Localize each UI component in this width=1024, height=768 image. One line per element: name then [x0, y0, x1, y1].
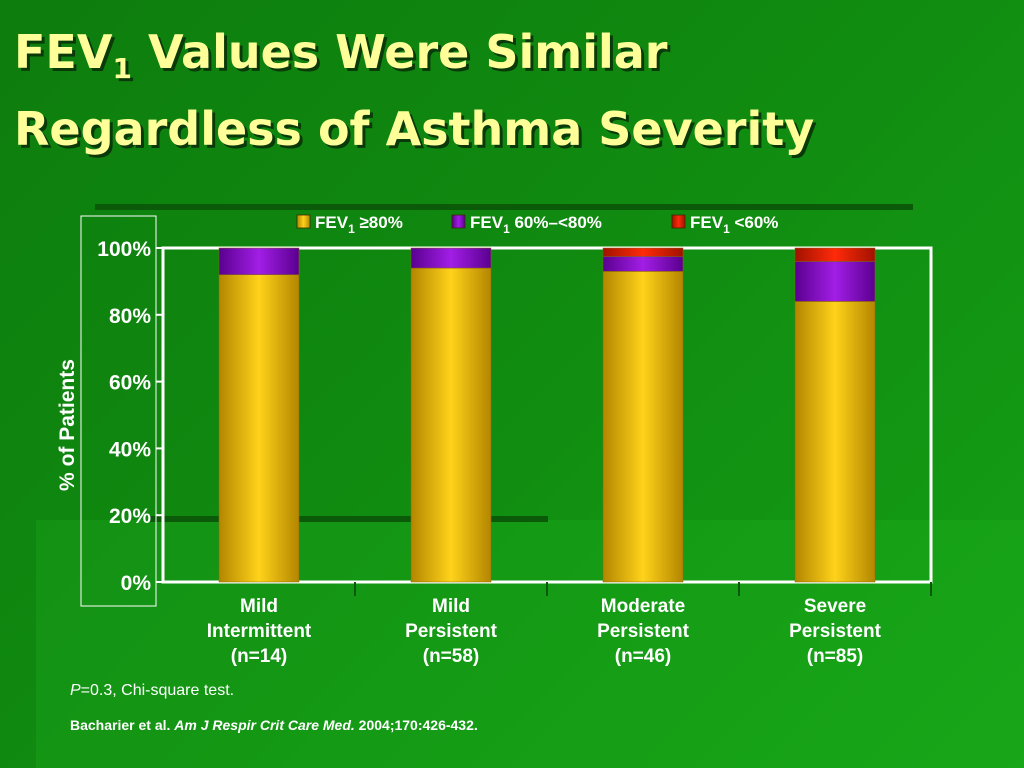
x-tick-label: (n=58)	[423, 646, 480, 667]
bar-segment	[794, 247, 876, 262]
bar-group	[218, 247, 876, 583]
bar-segment	[794, 261, 876, 302]
x-tick-label: Persistent	[597, 621, 690, 642]
x-tick-label: (n=14)	[231, 646, 288, 667]
legend-label: FEV1 60%–<80%	[470, 213, 602, 236]
x-tick-label: Intermittent	[207, 621, 312, 642]
bar-segment	[602, 247, 684, 257]
x-tick-label: (n=46)	[615, 646, 672, 667]
x-tick-label: Mild	[432, 596, 470, 617]
legend: FEV1 ≥80% FEV1 60%–<80% FEV1 <60%	[296, 213, 778, 236]
y-tick-label: 20%	[109, 505, 151, 528]
bar-segment	[218, 247, 300, 275]
y-axis-label: % of Patients	[56, 359, 79, 491]
y-tick-label: 40%	[109, 438, 151, 461]
y-axis-label-box	[80, 215, 157, 607]
legend-swatch	[671, 214, 686, 229]
legend-swatch	[296, 214, 311, 229]
bar-segment	[794, 301, 876, 583]
bar-segment	[410, 267, 492, 583]
x-tick-label: Severe	[804, 596, 866, 617]
x-tick-label: Persistent	[789, 621, 882, 642]
x-label-group: Mild Intermittent (n=14) Mild Persistent (n=5…	[207, 596, 882, 667]
y-tick-label: 100%	[97, 238, 151, 261]
background-bar-mid	[150, 516, 548, 522]
bar-segment	[602, 256, 684, 272]
x-tick-group	[354, 582, 932, 596]
y-tick-label: 80%	[109, 305, 151, 328]
x-tick-label: Mild	[240, 596, 278, 617]
x-tick-label: Moderate	[601, 596, 685, 617]
background-bar-top	[95, 204, 913, 210]
p-value-note: P=0.3, Chi-square test.	[70, 682, 235, 699]
x-tick-label: (n=85)	[807, 646, 864, 667]
bar-segment	[602, 271, 684, 583]
y-tick-group: 0% 20% 40% 60% 80% 100%	[97, 238, 163, 595]
legend-label: FEV1 <60%	[690, 213, 778, 236]
slide-title: FEV1 Values Were Similar Regardless of A…	[14, 22, 1004, 159]
citation: Bacharier et al. Am J Respir Crit Care M…	[70, 717, 478, 733]
title-line-1: FEV1 Values Were Similar	[14, 25, 668, 86]
y-tick-label: 60%	[109, 372, 151, 395]
legend-swatch	[451, 214, 466, 229]
bar-segment	[218, 274, 300, 583]
legend-label: FEV1 ≥80%	[315, 213, 403, 236]
y-tick-label: 0%	[121, 572, 152, 595]
x-tick-label: Persistent	[405, 621, 498, 642]
bar-segment	[410, 247, 492, 269]
title-line-2: Regardless of Asthma Severity	[14, 102, 815, 157]
